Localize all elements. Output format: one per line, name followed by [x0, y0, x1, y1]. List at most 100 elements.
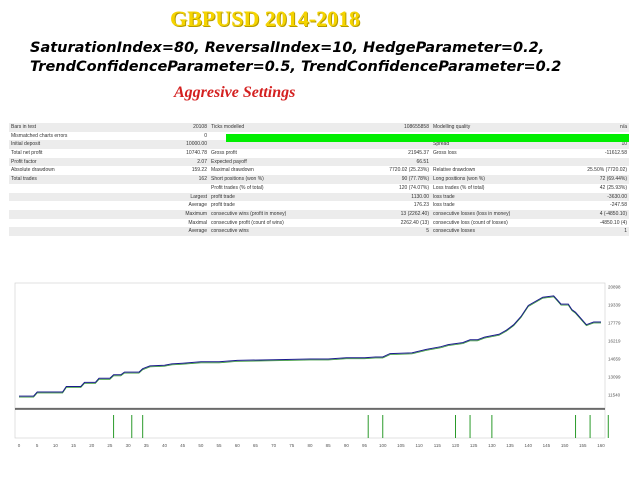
y-tick-label: 17779 — [608, 321, 621, 326]
x-tick-label: 100 — [379, 443, 387, 448]
report-cell: 108655858 — [403, 124, 429, 130]
report-cell: Maximal drawdown — [211, 167, 254, 174]
report-cell: 176.23 — [413, 202, 429, 209]
report-cell: Ticks modelled — [211, 124, 245, 130]
report-cell: profit trade — [211, 193, 235, 200]
report-row: Profit trades (% of total) 120 (74.07%) Lo… — [9, 184, 629, 193]
report-cell: Gross profit — [211, 150, 237, 157]
report-cell: 162 — [198, 176, 207, 183]
x-tick-label: 65 — [253, 443, 259, 448]
x-tick-label: 40 — [162, 443, 168, 448]
report-cell: 10740.78 — [186, 150, 207, 157]
x-tick-label: 130 — [488, 443, 496, 448]
report-cell: Average — [188, 202, 207, 209]
report-cell: Maximum — [185, 210, 207, 217]
report-cell: Absolute drawdown — [11, 167, 55, 174]
x-tick-label: 60 — [235, 443, 241, 448]
report-cell: Total trades — [11, 176, 37, 183]
report-cell — [9, 201, 134, 210]
report-cell: 90 (77.78%) — [401, 176, 429, 183]
report-cell: Loss trades (% of total) — [433, 184, 485, 191]
report-row: Maximum consecutive wins (profit in money… — [9, 209, 629, 219]
report-row: Bars in test 20108 Ticks modelled 108655858… — [9, 123, 629, 132]
report-cell — [551, 158, 629, 167]
report-cell: Initial deposit — [11, 141, 41, 148]
x-tick-label: 155 — [579, 443, 587, 448]
report-cell: -3630.00 — [607, 193, 627, 200]
report-cell: -4850.10 (4) — [599, 219, 627, 226]
settings-label: Aggresive Settings — [174, 84, 296, 101]
parameters-text: SaturationIndex=80, ReversalIndex=10, He… — [30, 39, 561, 77]
x-tick-label: 5 — [36, 443, 39, 448]
report-cell: -247.58 — [610, 202, 627, 209]
report-cell: 20108 — [193, 124, 207, 130]
report-row: Average profit trade 176.23 loss trade -247.… — [9, 201, 629, 210]
report-row: Largest profit trade 1130.00 loss trade -363… — [9, 192, 629, 202]
x-tick-label: 50 — [198, 443, 204, 448]
y-tick-label: 16219 — [608, 339, 621, 344]
report-cell: Gross loss — [433, 150, 457, 157]
report-cell: 2262.40 (13) — [400, 219, 429, 226]
x-tick-label: 105 — [397, 443, 405, 448]
report-cell: 1130.00 — [411, 193, 429, 200]
report-cell: 2.07 — [197, 158, 207, 165]
report-row: Total trades 162 Short positions (won %) 90… — [9, 175, 629, 184]
x-tick-label: 20 — [89, 443, 95, 448]
report-cell — [9, 193, 134, 202]
y-tick-label: 11540 — [608, 393, 621, 398]
report-row: Profit factor 2.07 Expected payoff 66.51 — [9, 157, 629, 167]
x-tick-label: 115 — [434, 443, 442, 448]
report-row: Initial deposit 10000.00 Spread 10 — [9, 140, 629, 150]
x-tick-label: 25 — [107, 443, 113, 448]
report-cell — [9, 227, 134, 236]
x-tick-label: 110 — [416, 443, 424, 448]
report-cell: Profit trades (% of total) — [211, 184, 264, 191]
report-cell: 7720.02 (25.23%) — [389, 167, 429, 174]
report-cell: 13 (2262.40) — [400, 210, 429, 217]
report-cell: 10 — [621, 141, 627, 148]
report-cell — [9, 184, 134, 193]
x-tick-label: 120 — [452, 443, 460, 448]
y-tick-label: 20898 — [608, 285, 621, 290]
x-tick-label: 135 — [506, 443, 514, 448]
report-cell: 66.51 — [416, 158, 429, 165]
report-row: Total net profit 10740.78 Gross profit 2194… — [9, 149, 629, 158]
report-cell: consecutive wins (profit in money) — [211, 210, 287, 217]
x-tick-label: 150 — [561, 443, 569, 448]
report-cell: Mismatched charts errors — [11, 132, 68, 139]
report-cell: Expected payoff — [211, 158, 247, 165]
report-cell: Bars in test — [11, 124, 37, 130]
report-cell: 120 (74.07%) — [398, 184, 429, 191]
report-cell: 25.50% (7720.02) — [587, 167, 627, 174]
report-cell: 42 (25.93%) — [599, 184, 627, 191]
x-tick-label: 80 — [307, 443, 313, 448]
report-cell — [431, 158, 551, 167]
balance-line — [19, 295, 601, 397]
x-tick-label: 140 — [524, 443, 532, 448]
report-cell: 0 — [204, 132, 207, 139]
x-tick-label: 125 — [470, 443, 478, 448]
report-cell: loss trade — [433, 193, 455, 200]
report-cell: consecutive losses (loss in money) — [433, 210, 511, 217]
report-cell: Relative drawdown — [433, 167, 476, 174]
report-row: Absolute drawdown 159.22 Maximal drawdown 7… — [9, 166, 629, 175]
x-tick-label: 55 — [217, 443, 223, 448]
report-cell: Average — [188, 228, 207, 235]
y-tick-label: 14659 — [608, 357, 621, 362]
strategy-report-table: Bars in test 20108 Ticks modelled 108655858… — [9, 123, 629, 236]
x-tick-label: 160 — [597, 443, 605, 448]
report-cell: Long positions (won %) — [433, 176, 485, 183]
report-cell: Modelling quality — [433, 124, 471, 130]
x-tick-label: 10 — [53, 443, 59, 448]
x-tick-label: 30 — [126, 443, 132, 448]
report-cell: 10000.00 — [186, 141, 207, 148]
report-cell: profit trade — [211, 202, 235, 209]
report-cell: consecutive losses — [433, 228, 475, 235]
report-cell: Total net profit — [11, 150, 43, 157]
x-tick-label: 75 — [289, 443, 295, 448]
report-cell: Short positions (won %) — [211, 176, 264, 183]
parameters-line-2: TrendConfidenceParameter=0.5, TrendConfi… — [30, 59, 562, 75]
chart-background — [9, 281, 629, 456]
report-cell: 159.22 — [191, 167, 207, 174]
x-tick-label: 90 — [344, 443, 350, 448]
